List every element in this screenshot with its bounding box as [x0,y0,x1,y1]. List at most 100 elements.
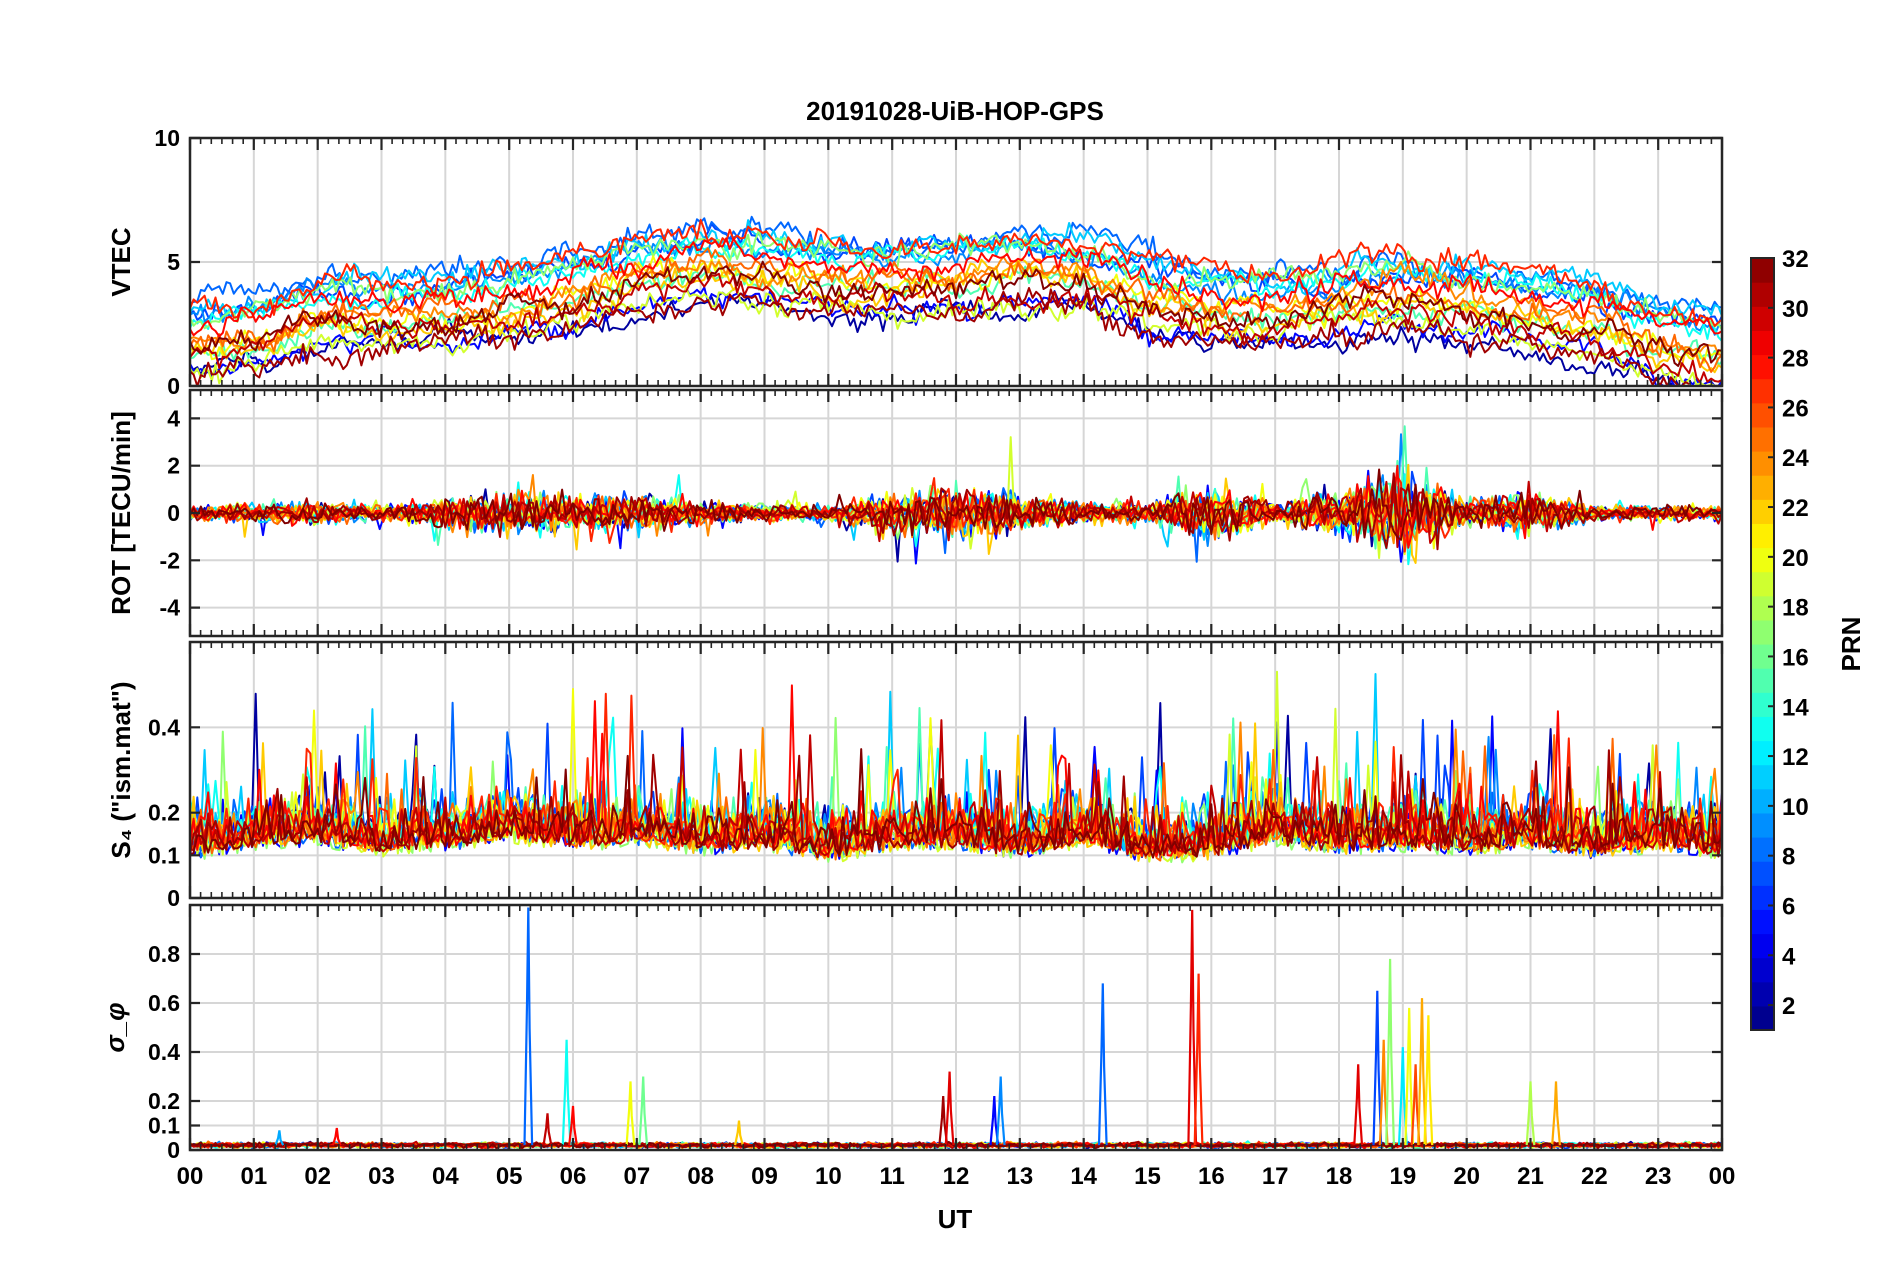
series-prn-31 [190,287,1690,386]
x-tick-label: 08 [687,1163,714,1190]
spike-prn-20 [625,1081,636,1146]
y-tick-label: 0.2 [148,1088,180,1114]
spike-prn-28 [568,1105,578,1146]
colorbar-segment [1751,1005,1774,1031]
colorbar-segment [1751,885,1774,910]
spike-prn-29 [1353,1064,1364,1146]
colorbar-segment [1751,426,1774,452]
spike-prn-29 [944,1071,955,1146]
x-tick-label: 19 [1389,1163,1416,1190]
colorbar-label: PRN [1836,617,1866,672]
series-prn-25 [190,482,1722,546]
colorbar-segment [1751,258,1774,283]
spike-prn-27 [1193,973,1204,1146]
x-tick-label: 11 [879,1163,904,1190]
y-tick-label: 4 [167,405,180,431]
colorbar-segment [1751,330,1774,356]
colorbar-tick-label: 22 [1782,495,1809,522]
x-tick-label: 12 [943,1163,970,1190]
panel-s4: 0 0.1 0.2 0.4 S₄ ("ism.mat") [106,640,1724,911]
spike-prn-31 [938,1096,949,1146]
colorbar-segment [1751,740,1774,766]
spike-prn-28 [331,1127,342,1146]
colorbar-segment [1751,354,1774,380]
y-ticks [190,952,1722,1152]
colorbar-segment [1751,981,1774,1007]
colorbar-segment [1751,716,1774,742]
spike-prn-9 [995,1076,1006,1146]
colorbar-segment [1751,595,1774,621]
series-group [190,215,1722,386]
x-tick-label: 17 [1262,1163,1289,1190]
x-tick-label: 09 [751,1163,778,1190]
colorbar-segment [1751,861,1774,886]
x-tick-label: 18 [1326,1163,1353,1190]
colorbar-tick-label: 16 [1782,644,1809,671]
x-tick-label: 03 [368,1163,395,1190]
colorbar-tick-label: 8 [1782,844,1795,871]
x-tick-label: 13 [1006,1163,1033,1190]
series-prn-22 [190,258,1722,374]
spike-prn-29 [1187,909,1198,1146]
panel-sigma_phi: 00.10.2 0.4 0.6 0.8 σ_φ 00 01 02 03 04 05 06 07 08 09 1… [100,903,1736,1190]
y-tick-label: 0.6 [148,990,180,1016]
colorbar-tick-label: 6 [1782,893,1795,920]
series-prn-32 [190,260,1722,367]
x-tick-label: 02 [304,1163,331,1190]
y-tick-label: 5 [167,249,180,275]
colorbar-segment [1751,812,1774,838]
colorbar-segment [1751,282,1774,307]
series-prn-31 [190,472,1722,551]
spike-prn-20 [1404,1007,1415,1146]
colorbar-segment [1751,378,1774,404]
colorbar-segment [1751,499,1774,524]
x-tick-label: 05 [496,1163,523,1190]
colorbar-segment [1751,957,1774,983]
y-axis-label-vtec: VTEC [106,227,136,297]
colorbar-segment [1751,668,1774,693]
x-tick-label: 00 [177,1163,204,1190]
y-tick-label: 0 [167,373,180,399]
panel-vtec: 0 5 10 VTEC [106,125,1724,399]
x-tick-label: 00 [1709,1163,1736,1190]
y-tick-label: 0.8 [148,941,180,967]
colorbar-segment [1751,933,1774,959]
colorbar-segment [1751,402,1774,428]
panel-rot: -4 -2 0 2 4 ROT [TECU/min] [106,388,1724,638]
colorbar-tick-label: 4 [1782,943,1796,970]
colorbar-segment [1751,547,1774,573]
x-major-ticks [188,138,1724,386]
y-tick-label: 2 [167,453,180,479]
series-group [190,425,1722,566]
colorbar-tick-label: 30 [1782,296,1809,323]
spike-prn-23 [1417,998,1427,1146]
colorbar-segment [1751,475,1774,500]
colorbar-tick-label: 12 [1782,744,1809,771]
colorbar-tick-label: 18 [1782,595,1809,622]
y-ticks [190,417,1722,609]
series-prn-27 [190,218,1722,327]
series-prn-32 [190,748,1722,859]
y-axis-label-rot: ROT [TECU/min] [106,411,136,615]
colorbar-tick-label: 14 [1782,694,1809,721]
y-tick-label: -4 [160,595,181,621]
series-prn-11 [190,219,1722,317]
x-major-ticks [188,642,1724,898]
colorbar-segment [1751,909,1774,935]
y-tick-label: 0.2 [148,800,180,826]
y-tick-label: 0 [167,1137,180,1163]
spike-prn-21 [1423,1015,1434,1146]
x-tick-label: 20 [1453,1163,1480,1190]
spike-prn-12 [1397,1047,1408,1146]
colorbar-segment [1751,306,1774,331]
spike-prn-8 [1097,983,1108,1146]
colorbar-segment [1751,571,1774,597]
colorbar-tick-label: 20 [1782,545,1809,572]
x-tick-label: 06 [560,1163,587,1190]
spike-prn-18 [1525,1081,1536,1146]
spike-prn-24 [1378,1039,1389,1146]
spike-prn-26 [1410,1064,1421,1146]
colorbar-tick-label: 28 [1782,346,1809,373]
